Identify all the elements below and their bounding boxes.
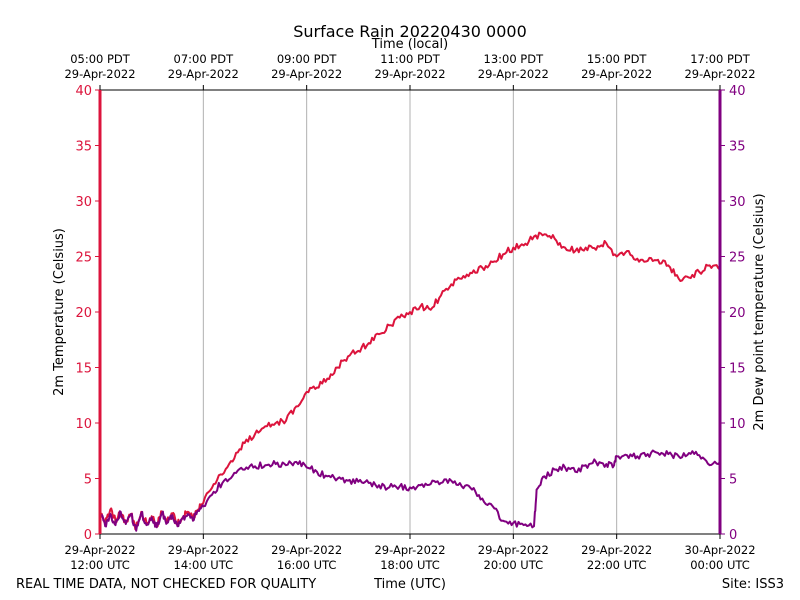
y-tick-label-left: 30 bbox=[75, 195, 92, 210]
y-tick-label-right: 20 bbox=[729, 306, 746, 321]
x-tick-label-time: 20:00 UTC bbox=[484, 558, 544, 572]
top-tick-label-time: 15:00 PDT bbox=[587, 52, 648, 66]
top-tick-label-date: 29-Apr-2022 bbox=[684, 67, 755, 81]
chart-title: Surface Rain 20220430 0000 bbox=[293, 22, 527, 41]
y-tick-label-left: 40 bbox=[75, 84, 92, 99]
y-tick-label-right: 35 bbox=[729, 140, 746, 155]
y-tick-label-left: 0 bbox=[84, 528, 92, 543]
y-tick-label-right: 25 bbox=[729, 251, 746, 266]
y-tick-label-left: 10 bbox=[75, 417, 92, 432]
x-tick-label-time: 18:00 UTC bbox=[380, 558, 440, 572]
top-tick-label-date: 29-Apr-2022 bbox=[64, 67, 135, 81]
y-tick-label-right: 15 bbox=[729, 362, 746, 377]
y-axis-label-right: 2m Dew point temperature (Celsius) bbox=[752, 193, 767, 430]
top-tick-label-time: 11:00 PDT bbox=[380, 52, 441, 66]
right-axis-ticks: 0 5 10 15 20 25 30 35 40 bbox=[720, 84, 746, 543]
y-tick-label-right: 5 bbox=[729, 473, 737, 488]
y-axis-label-left: 2m Temperature (Celsius) bbox=[52, 228, 67, 396]
x-tick-label-date: 30-Apr-2022 bbox=[684, 543, 755, 557]
footer-quality-note: REAL TIME DATA, NOT CHECKED FOR QUALITY bbox=[16, 577, 316, 592]
x-axis-label: Time (UTC) bbox=[373, 577, 446, 592]
top-tick-label-date: 29-Apr-2022 bbox=[581, 67, 652, 81]
top-tick-label-time: 13:00 PDT bbox=[484, 52, 545, 66]
top-tick-label-time: 17:00 PDT bbox=[690, 52, 751, 66]
y-tick-label-left: 5 bbox=[84, 473, 92, 488]
top-axis-label: Time (local) bbox=[371, 37, 448, 52]
top-tick-label-date: 29-Apr-2022 bbox=[168, 67, 239, 81]
top-tick-label-time: 05:00 PDT bbox=[70, 52, 131, 66]
y-tick-label-left: 15 bbox=[75, 362, 92, 377]
y-tick-label-right: 0 bbox=[729, 528, 737, 543]
x-tick-label-time: 12:00 UTC bbox=[70, 558, 130, 572]
top-tick-label-date: 29-Apr-2022 bbox=[374, 67, 445, 81]
top-tick-label-time: 09:00 PDT bbox=[277, 52, 338, 66]
series-layer bbox=[99, 231, 721, 532]
y-tick-label-left: 25 bbox=[75, 251, 92, 266]
left-axis-ticks: 0 5 10 15 20 25 30 35 40 bbox=[75, 84, 100, 543]
y-tick-label-right: 10 bbox=[729, 417, 746, 432]
dewpoint-line bbox=[99, 449, 721, 532]
y-tick-label-right: 40 bbox=[729, 84, 746, 99]
y-tick-label-right: 30 bbox=[729, 195, 746, 210]
x-tick-label-time: 16:00 UTC bbox=[277, 558, 337, 572]
x-tick-label-date: 29-Apr-2022 bbox=[581, 543, 652, 557]
x-tick-label-date: 29-Apr-2022 bbox=[478, 543, 549, 557]
x-tick-label-date: 29-Apr-2022 bbox=[168, 543, 239, 557]
x-tick-label-time: 14:00 UTC bbox=[174, 558, 234, 572]
top-tick-label-date: 29-Apr-2022 bbox=[271, 67, 342, 81]
x-tick-label-time: 00:00 UTC bbox=[690, 558, 750, 572]
y-tick-label-left: 35 bbox=[75, 140, 92, 155]
x-tick-label-date: 29-Apr-2022 bbox=[64, 543, 135, 557]
x-tick-label-date: 29-Apr-2022 bbox=[374, 543, 445, 557]
top-tick-label-time: 07:00 PDT bbox=[174, 52, 235, 66]
footer-site: Site: ISS3 bbox=[722, 577, 784, 592]
y-tick-label-left: 20 bbox=[75, 306, 92, 321]
x-tick-label-date: 29-Apr-2022 bbox=[271, 543, 342, 557]
x-tick-label-time: 22:00 UTC bbox=[587, 558, 647, 572]
top-tick-label-date: 29-Apr-2022 bbox=[478, 67, 549, 81]
